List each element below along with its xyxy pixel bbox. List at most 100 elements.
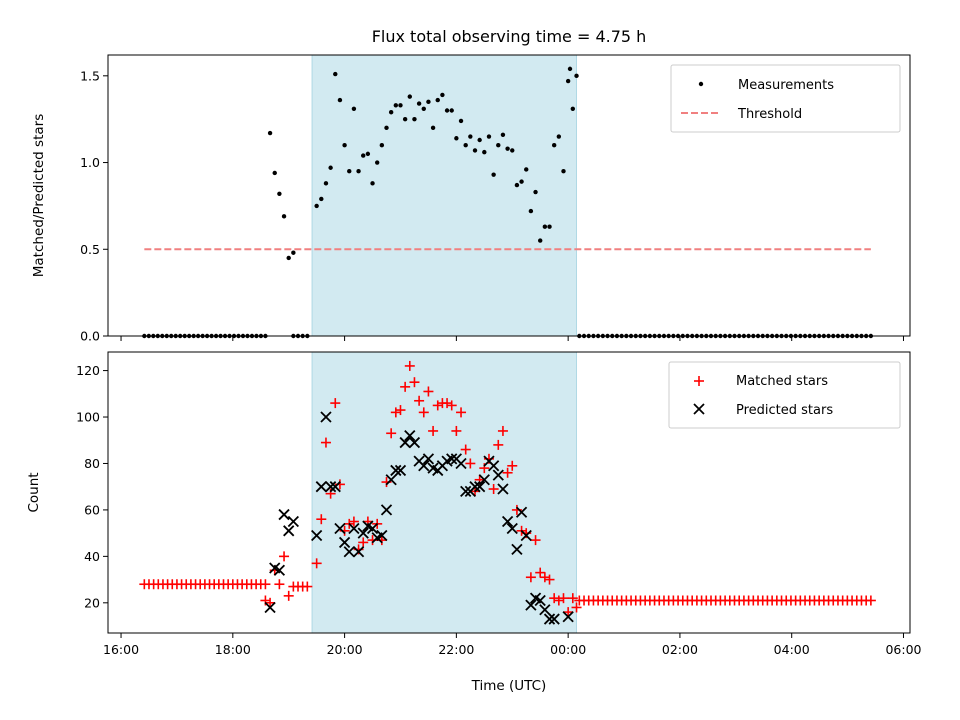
cross-stroke-b [408, 436, 421, 449]
matched-star-point [539, 572, 550, 583]
x-tick-label: 04:00 [774, 642, 810, 657]
predicted-star-point [501, 515, 514, 528]
predicted-star-point [404, 429, 416, 442]
cross-stroke-b [366, 522, 379, 535]
predicted-star-point [506, 522, 518, 535]
cross-stroke-b [460, 485, 472, 497]
observing-window-shade [311, 54, 577, 337]
predicted-star-point [343, 546, 355, 558]
measurement-point [505, 146, 510, 151]
predicted-star-point [338, 536, 351, 549]
predicted-star-point [366, 522, 379, 535]
matched-star-point [274, 579, 285, 590]
bottom-y-axis-label: Count [26, 472, 42, 512]
bottom-axes-ticks: 16:00 18:00 20:00 22:00 00:00 02:00 04:00 06:00… [76, 363, 921, 657]
predicted-star-point [348, 522, 360, 535]
predicted-star-point [534, 594, 546, 607]
measurement-point [388, 110, 394, 115]
matched-star-point [460, 444, 471, 455]
measurement-point [328, 165, 333, 170]
matched-star-point [456, 407, 467, 418]
cross-stroke-b [315, 481, 327, 493]
measurement-point [468, 134, 473, 139]
matched-star-point [488, 484, 499, 495]
measurement-point [370, 181, 375, 186]
measurement-point [351, 106, 357, 111]
cross-stroke-b [324, 481, 337, 493]
matched-star-point [423, 386, 434, 397]
predicted-star-point [273, 564, 286, 576]
matched-star-point [279, 551, 290, 562]
cross-stroke-b [390, 464, 402, 477]
matched-star-point [558, 593, 569, 604]
measurement-point [314, 203, 319, 209]
legend-measurements-label: Measurements [738, 78, 834, 93]
cross-stroke-b [357, 527, 369, 539]
measurement-point [435, 97, 440, 103]
predicted-star-point [525, 599, 537, 611]
measurement-point [356, 169, 361, 174]
measurement-point [556, 134, 562, 139]
y-tick-label: 0.0 [80, 329, 100, 344]
matched-star-point [348, 516, 359, 527]
measurement-point [440, 92, 445, 98]
top-legend: Measurements Threshold [670, 64, 901, 133]
predicted-star-point [520, 529, 532, 542]
predicted-star-point [278, 508, 290, 521]
cross-stroke-b [515, 506, 528, 518]
cross-stroke-b [455, 457, 467, 470]
matched-star-point [358, 537, 369, 548]
matched-star-point [320, 437, 331, 448]
measurement-point [421, 106, 426, 111]
measurement-point [514, 182, 520, 188]
cross-stroke-b [492, 469, 504, 481]
predicted-star-point [287, 515, 299, 528]
cross-stroke-b [380, 504, 393, 516]
cross-stroke-b [511, 543, 523, 556]
predicted-star-point [380, 504, 393, 516]
measurement-point [510, 148, 515, 153]
measurement-point [463, 142, 468, 148]
matched-star-point [386, 428, 397, 439]
cross-stroke-b [562, 611, 574, 623]
cross-stroke-b [269, 562, 281, 574]
cross-stroke-b [348, 522, 360, 535]
matched-star-point [265, 597, 276, 608]
measurement-point [565, 78, 571, 84]
matched-star-point [395, 405, 406, 416]
predicted-star-point [264, 601, 276, 614]
measurement-point [449, 108, 454, 113]
measurement-point [323, 181, 329, 186]
measurement-point [533, 189, 538, 195]
measurement-point [547, 224, 552, 229]
matched-star-point [530, 535, 541, 546]
x-tick-label: 22:00 [438, 642, 474, 657]
matched-star-point [507, 460, 518, 471]
x-tick-label: 18:00 [215, 642, 251, 657]
measurement-point [561, 169, 566, 174]
matched-star-point [502, 467, 513, 478]
cross-stroke-b [525, 599, 537, 611]
measurement-point [379, 142, 385, 148]
measurement-point [500, 132, 506, 137]
predicted-star-point [324, 481, 337, 493]
matched-star-point [390, 407, 401, 418]
cross-stroke-b [385, 474, 397, 486]
measurement-point [472, 148, 478, 153]
measurement-point [272, 170, 277, 176]
measurement-point [347, 169, 352, 174]
predicted-star-point [320, 411, 332, 423]
flux-ratio-panel: 0.0 0.5 1.0 1.5 Flux total observing time =… [31, 27, 911, 344]
cross-stroke-b [311, 529, 323, 542]
matched-star-point [535, 567, 546, 578]
measurement-point [570, 106, 576, 111]
legend-matched-label: Matched stars [736, 374, 828, 389]
measurement-point [337, 97, 343, 103]
cross-stroke-b [278, 508, 290, 521]
matched-star-point [451, 425, 462, 436]
cross-stroke-b [338, 536, 351, 549]
top-axes-ticks: 0.0 0.5 1.0 1.5 [80, 68, 904, 344]
matched-star-point [563, 607, 574, 618]
counts-panel: 16:00 18:00 20:00 22:00 00:00 02:00 04:00 06:00… [26, 351, 922, 694]
cross-stroke-b [320, 411, 332, 423]
